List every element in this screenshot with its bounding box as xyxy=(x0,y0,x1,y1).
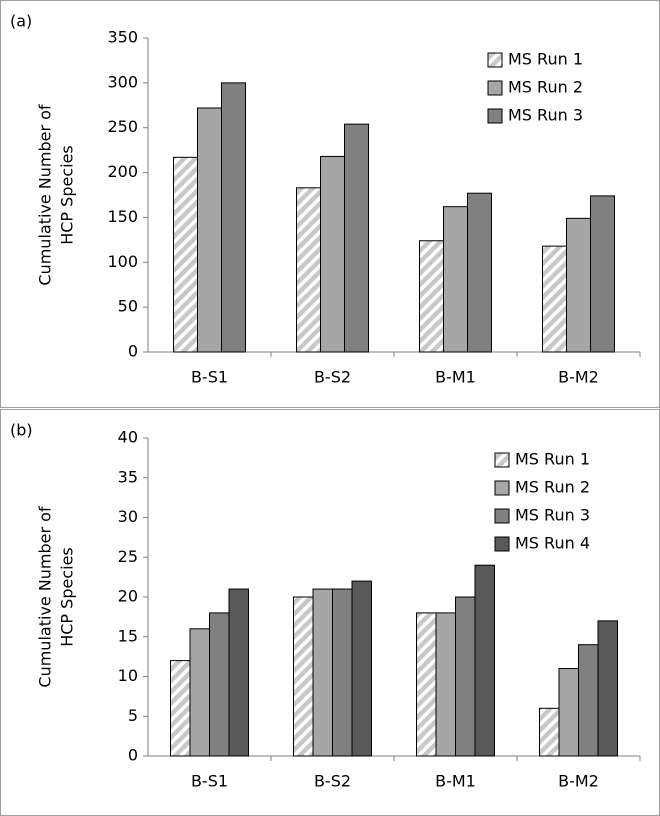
bar xyxy=(566,217,591,353)
panel-label: (a) xyxy=(10,12,32,31)
bar xyxy=(474,564,495,757)
bar xyxy=(320,155,345,353)
y-tick-label: 100 xyxy=(107,252,138,271)
y-tick-label: 10 xyxy=(118,666,138,685)
bar xyxy=(293,596,314,757)
y-tick-label: 35 xyxy=(118,467,138,486)
y-tick-label: 25 xyxy=(118,547,138,566)
y-tick-label: 200 xyxy=(107,162,138,181)
y-tick-label: 250 xyxy=(107,117,138,136)
y-tick-label: 50 xyxy=(118,297,138,316)
legend-swatch xyxy=(487,80,503,96)
bar xyxy=(590,195,615,353)
bar xyxy=(597,620,618,757)
legend-swatch xyxy=(487,52,503,68)
legend-label: MS Run 2 xyxy=(508,78,583,97)
panel-label: (b) xyxy=(10,421,33,440)
legend-swatch xyxy=(494,480,510,496)
x-tick-label: B-S1 xyxy=(191,368,228,387)
y-tick-label: 30 xyxy=(118,507,138,526)
y-tick-label: 40 xyxy=(118,428,138,447)
bar xyxy=(542,245,567,353)
legend-swatch xyxy=(494,508,510,524)
x-tick-label: B-S1 xyxy=(191,772,228,791)
x-tick-label: B-S2 xyxy=(314,772,351,791)
bar xyxy=(332,588,353,757)
y-tick-label: 20 xyxy=(118,587,138,606)
bar xyxy=(312,588,333,757)
y-tick-label: 5 xyxy=(128,706,138,725)
legend-label: MS Run 1 xyxy=(508,50,583,69)
y-tick-label: 350 xyxy=(107,28,138,47)
legend-label: MS Run 2 xyxy=(515,478,590,497)
bar xyxy=(435,612,456,757)
y-tick-label: 0 xyxy=(128,342,138,361)
bar xyxy=(351,580,372,757)
bar xyxy=(170,660,191,757)
x-tick-label: B-S2 xyxy=(314,368,351,387)
bar xyxy=(344,123,369,353)
bar xyxy=(228,588,249,757)
bar xyxy=(197,107,222,353)
y-tick-label: 15 xyxy=(118,626,138,645)
legend-swatch xyxy=(494,536,510,552)
x-tick-label: B-M1 xyxy=(435,772,476,791)
bar xyxy=(419,240,444,353)
bar xyxy=(296,187,321,353)
x-tick-label: B-M1 xyxy=(435,368,476,387)
bar xyxy=(221,82,246,353)
x-tick-label: B-M2 xyxy=(558,368,599,387)
legend-swatch xyxy=(494,452,510,468)
y-axis-label: HCP Species xyxy=(58,145,77,245)
legend-label: MS Run 4 xyxy=(515,534,590,553)
y-axis-label: Cumulative Number of xyxy=(36,506,55,688)
bar xyxy=(578,644,599,757)
x-tick-label: B-M2 xyxy=(558,772,599,791)
bar xyxy=(209,612,230,757)
y-tick-label: 300 xyxy=(107,72,138,91)
bar xyxy=(416,612,437,757)
bar xyxy=(558,668,579,757)
bar xyxy=(539,707,560,757)
legend-label: MS Run 1 xyxy=(515,450,590,469)
bar xyxy=(443,206,468,353)
bar xyxy=(467,192,492,353)
legend-label: MS Run 3 xyxy=(508,106,583,125)
legend-swatch xyxy=(487,108,503,124)
y-tick-label: 150 xyxy=(107,207,138,226)
bar xyxy=(455,596,476,757)
y-tick-label: 0 xyxy=(128,746,138,765)
y-axis-label: Cumulative Number of xyxy=(36,104,55,286)
y-axis-label: HCP Species xyxy=(58,547,77,647)
bar xyxy=(173,156,198,353)
bar xyxy=(189,628,210,757)
legend-label: MS Run 3 xyxy=(515,506,590,525)
